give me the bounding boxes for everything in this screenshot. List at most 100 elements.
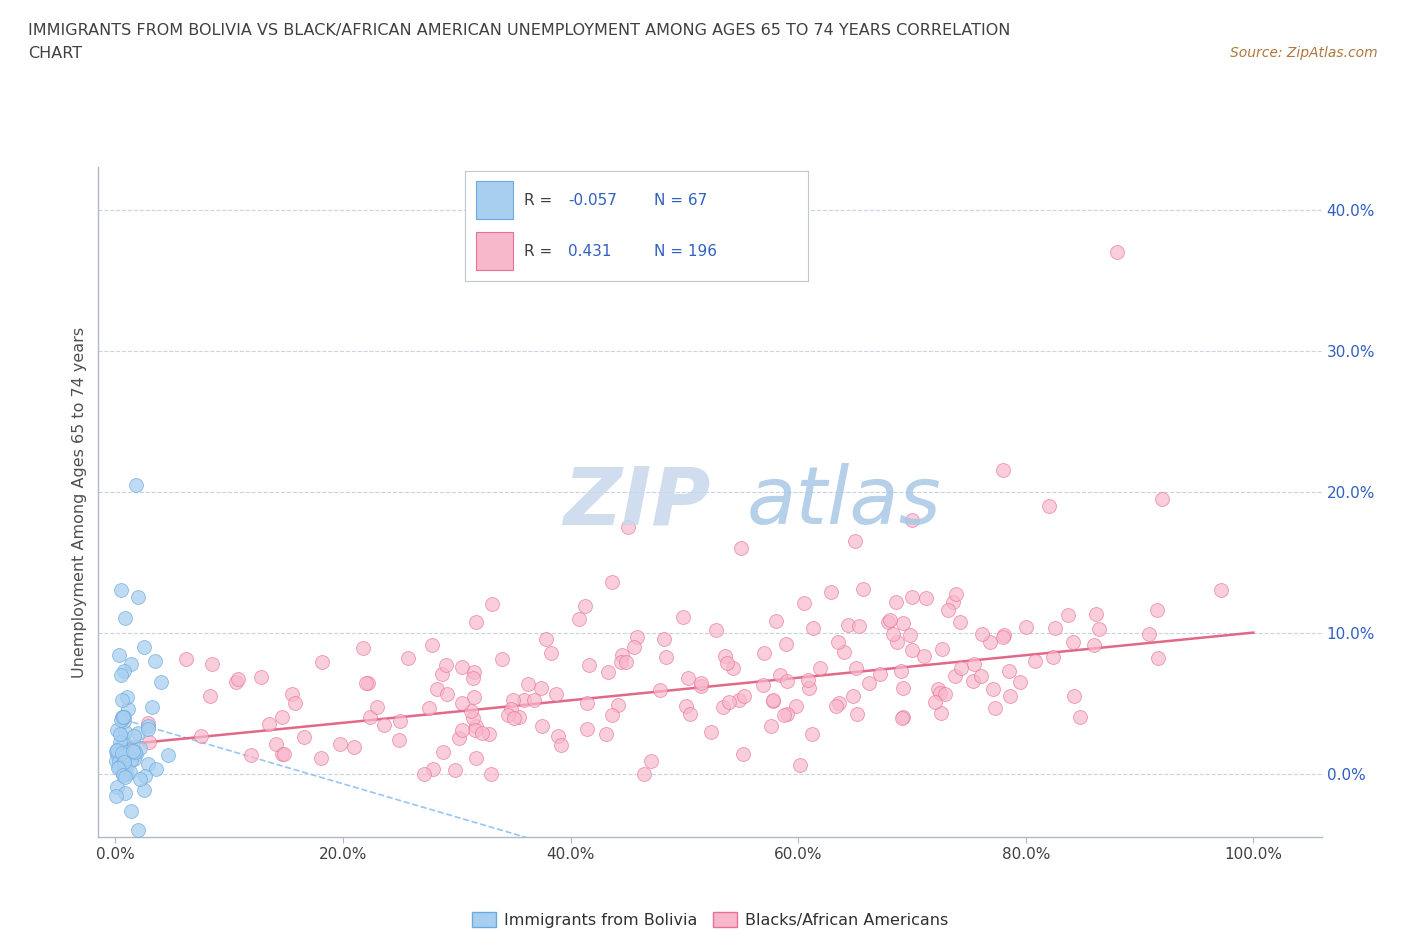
Text: atlas: atlas bbox=[747, 463, 942, 541]
Point bbox=[111, 693, 134, 708]
Point bbox=[388, 733, 411, 748]
Point bbox=[104, 789, 127, 804]
Point bbox=[931, 642, 953, 657]
Point bbox=[105, 747, 128, 762]
Point bbox=[891, 710, 914, 724]
Point bbox=[797, 681, 820, 696]
Point bbox=[595, 726, 617, 741]
Point bbox=[104, 744, 127, 759]
Point bbox=[117, 701, 139, 716]
Point bbox=[150, 674, 173, 689]
Point bbox=[949, 661, 972, 676]
Point bbox=[523, 693, 546, 708]
Point bbox=[846, 706, 869, 721]
Point bbox=[121, 743, 143, 758]
Point bbox=[949, 615, 972, 630]
Point bbox=[610, 647, 633, 662]
Point bbox=[626, 630, 648, 644]
Point bbox=[962, 673, 984, 688]
Point bbox=[711, 699, 734, 714]
Point bbox=[110, 668, 132, 683]
Point bbox=[1088, 621, 1111, 636]
Point bbox=[352, 641, 374, 656]
Point bbox=[114, 761, 136, 776]
Point bbox=[388, 713, 411, 728]
Point bbox=[271, 746, 294, 761]
Point bbox=[111, 745, 134, 760]
Point bbox=[1146, 603, 1168, 618]
Point bbox=[129, 740, 152, 755]
Point bbox=[942, 594, 965, 609]
Point bbox=[984, 700, 1007, 715]
Point bbox=[793, 595, 815, 610]
Point bbox=[120, 657, 142, 671]
Point bbox=[120, 752, 142, 767]
Point bbox=[107, 648, 129, 663]
Point bbox=[943, 669, 966, 684]
Point bbox=[934, 686, 956, 701]
Point bbox=[808, 661, 831, 676]
Point bbox=[420, 638, 443, 653]
Point bbox=[1057, 608, 1080, 623]
Point bbox=[449, 730, 471, 745]
Point bbox=[239, 747, 262, 762]
Point bbox=[650, 683, 672, 698]
Point bbox=[112, 731, 135, 746]
Point bbox=[765, 614, 787, 629]
Point bbox=[132, 639, 155, 654]
Point bbox=[769, 667, 792, 682]
Point bbox=[292, 730, 315, 745]
Point bbox=[329, 737, 352, 751]
Point bbox=[136, 716, 159, 731]
Point bbox=[122, 740, 145, 755]
Point bbox=[460, 703, 482, 718]
Point bbox=[550, 737, 572, 752]
Point bbox=[1015, 620, 1038, 635]
Point bbox=[105, 723, 128, 737]
Point bbox=[912, 648, 935, 663]
Point bbox=[540, 645, 562, 660]
Point bbox=[789, 758, 811, 773]
Point bbox=[145, 761, 167, 776]
Point bbox=[1010, 675, 1032, 690]
Point bbox=[991, 630, 1014, 644]
Point bbox=[1083, 638, 1105, 653]
Point bbox=[503, 711, 526, 725]
Point bbox=[752, 645, 775, 660]
Point bbox=[773, 707, 796, 722]
Text: ZIP: ZIP bbox=[564, 463, 710, 541]
Point bbox=[112, 755, 135, 770]
Point bbox=[432, 744, 454, 759]
Point bbox=[114, 769, 136, 784]
Point bbox=[436, 686, 458, 701]
Point bbox=[858, 675, 880, 690]
Point bbox=[879, 612, 901, 627]
Point bbox=[264, 737, 287, 751]
Point bbox=[257, 716, 280, 731]
Point bbox=[801, 620, 824, 635]
Point bbox=[354, 675, 377, 690]
Point bbox=[652, 631, 675, 646]
Point bbox=[800, 727, 823, 742]
Point bbox=[1063, 688, 1085, 703]
Point bbox=[600, 708, 623, 723]
Point bbox=[828, 696, 851, 711]
Point bbox=[733, 688, 755, 703]
Point bbox=[225, 674, 247, 689]
Point bbox=[761, 719, 783, 734]
Point bbox=[107, 761, 129, 776]
Point bbox=[136, 718, 159, 733]
Point bbox=[884, 594, 907, 609]
Point bbox=[845, 660, 868, 675]
Point bbox=[574, 599, 596, 614]
Point bbox=[775, 637, 797, 652]
Point bbox=[534, 631, 557, 646]
Point bbox=[114, 724, 136, 739]
Point bbox=[1209, 583, 1232, 598]
Point bbox=[752, 678, 775, 693]
Point bbox=[927, 682, 949, 697]
Point bbox=[731, 747, 754, 762]
Point bbox=[281, 686, 304, 701]
Point bbox=[675, 698, 697, 713]
Point bbox=[156, 747, 179, 762]
